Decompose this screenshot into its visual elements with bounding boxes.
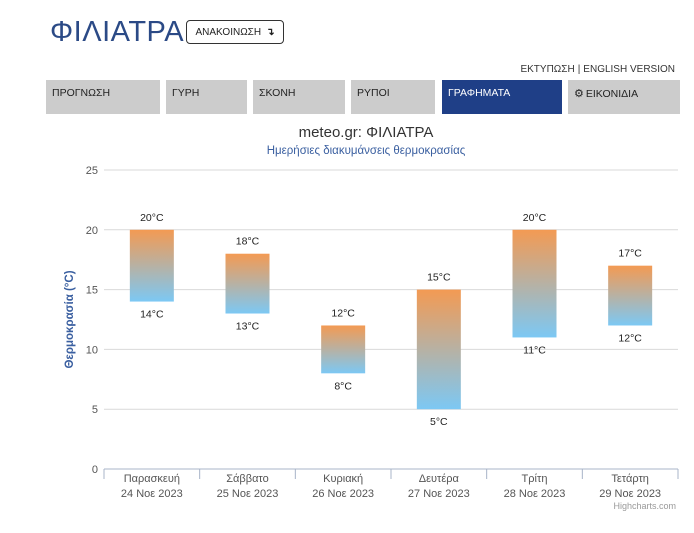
print-link[interactable]: ΕΚΤΥΠΩΣΗ xyxy=(520,64,575,75)
min-temp-label: 13°C xyxy=(236,321,260,333)
min-temp-label: 14°C xyxy=(140,309,164,321)
max-temp-label: 18°C xyxy=(236,236,260,248)
y-tick-label: 5 xyxy=(92,404,98,416)
max-temp-label: 20°C xyxy=(523,212,547,224)
y-tick-label: 0 xyxy=(92,464,98,476)
x-tick-date-label: 24 Νοε 2023 xyxy=(121,488,183,500)
gear-icon: ⚙ xyxy=(574,88,584,100)
x-tick-day-label: Τρίτη xyxy=(522,473,548,485)
tab-label: ΡΥΠΟΙ xyxy=(357,87,390,99)
tab-pollen[interactable]: ΓΥΡΗ xyxy=(166,80,247,114)
chart-credit: Highcharts.com xyxy=(613,501,676,511)
min-temp-label: 12°C xyxy=(618,332,642,344)
x-tick-day-label: Τετάρτη xyxy=(611,473,649,485)
tab-widgets[interactable]: ⚙ ΕΙΚΟΝΙΔΙΑ xyxy=(568,80,680,114)
tab-pollutants[interactable]: ΡΥΠΟΙ xyxy=(351,80,435,114)
page-title: ΦΙΛΙΑΤΡΑ xyxy=(50,16,185,48)
x-tick-date-label: 28 Νοε 2023 xyxy=(504,488,566,500)
x-tick-day-label: Δευτέρα xyxy=(419,473,460,485)
link-separator: | xyxy=(577,64,581,75)
chart-subtitle: Ημερήσιες διακυμάνσεις θερμοκρασίας xyxy=(266,145,466,157)
nav-tabs: ΠΡΟΓΝΩΣΗ ΓΥΡΗ ΣΚΟΝΗ ΡΥΠΟΙ ΓΡΑΦΗΜΑΤΑ ⚙ ΕΙΚ… xyxy=(46,80,680,114)
y-tick-label: 20 xyxy=(86,225,98,237)
max-temp-label: 20°C xyxy=(140,212,164,224)
x-tick-day-label: Σάββατο xyxy=(226,473,268,485)
tab-label: ΠΡΟΓΝΩΣΗ xyxy=(52,87,111,99)
x-tick-date-label: 25 Νοε 2023 xyxy=(217,488,279,500)
x-tick-day-label: Παρασκευή xyxy=(124,473,180,485)
min-temp-label: 5°C xyxy=(430,416,448,428)
tab-label: ΓΥΡΗ xyxy=(172,87,200,99)
announce-button[interactable]: ΑΝΑΚΟΙΝΩΣΗ ↴ xyxy=(186,20,284,44)
max-temp-label: 15°C xyxy=(427,272,451,284)
x-tick-date-label: 26 Νοε 2023 xyxy=(312,488,374,500)
announce-label: ΑΝΑΚΟΙΝΩΣΗ xyxy=(195,26,262,38)
tab-label: ΣΚΟΝΗ xyxy=(259,87,296,99)
top-links: ΕΚΤΥΠΩΣΗ | ENGLISH VERSION xyxy=(520,64,675,75)
tab-label: ΕΙΚΟΝΙΔΙΑ xyxy=(585,88,639,100)
max-temp-label: 12°C xyxy=(331,307,355,319)
y-tick-label: 15 xyxy=(86,285,98,297)
y-tick-label: 25 xyxy=(86,165,98,177)
tab-forecast[interactable]: ΠΡΟΓΝΩΣΗ xyxy=(46,80,160,114)
y-tick-label: 10 xyxy=(86,344,98,356)
temperature-range-bar xyxy=(321,325,366,374)
x-tick-day-label: Κυριακή xyxy=(323,473,363,485)
tab-charts[interactable]: ΓΡΑΦΗΜΑΤΑ xyxy=(442,80,562,114)
min-temp-label: 11°C xyxy=(523,344,546,356)
y-axis-title: Θερμοκρασία (°C) xyxy=(64,270,76,368)
temperature-range-bar xyxy=(608,265,653,326)
temperature-range-bar xyxy=(225,253,270,314)
x-tick-date-label: 27 Νοε 2023 xyxy=(408,488,470,500)
min-temp-label: 8°C xyxy=(334,380,352,392)
temperature-range-bar xyxy=(416,289,461,410)
tab-label: ΓΡΑΦΗΜΑΤΑ xyxy=(448,87,511,99)
max-temp-label: 17°C xyxy=(618,248,642,260)
x-tick-date-label: 29 Νοε 2023 xyxy=(599,488,661,500)
temperature-range-bar xyxy=(129,229,174,302)
arrow-down-icon: ↴ xyxy=(266,26,275,38)
temperature-range-bar xyxy=(512,229,557,338)
chart-title: meteo.gr: ΦΙΛΙΑΤΡΑ xyxy=(298,124,434,141)
tab-dust[interactable]: ΣΚΟΝΗ xyxy=(253,80,345,114)
english-version-link[interactable]: ENGLISH VERSION xyxy=(583,64,675,75)
